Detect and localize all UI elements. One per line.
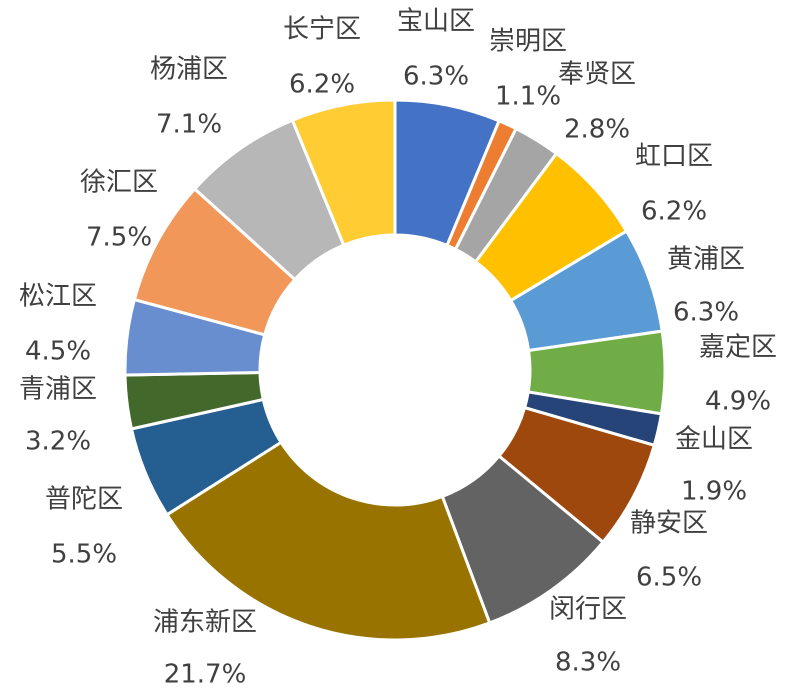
category-label: 虹口区 — [635, 142, 713, 172]
category-label: 松江区 — [19, 282, 97, 312]
category-label: 宝山区 — [397, 7, 475, 37]
value-label: 6.2% — [641, 197, 707, 227]
value-label: 6.3% — [403, 62, 469, 92]
category-label: 杨浦区 — [150, 55, 228, 85]
category-label: 普陀区 — [45, 485, 123, 515]
category-label: 浦东新区 — [153, 608, 257, 638]
value-label: 4.5% — [25, 337, 91, 367]
value-label: 8.3% — [555, 648, 621, 678]
category-label: 金山区 — [675, 425, 753, 455]
category-label: 黄浦区 — [667, 245, 745, 275]
category-label: 嘉定区 — [699, 333, 777, 363]
value-label: 6.2% — [289, 70, 355, 100]
value-label: 1.1% — [495, 82, 561, 112]
value-label: 7.1% — [156, 110, 222, 140]
value-label: 6.3% — [673, 298, 739, 328]
category-label: 闵行区 — [549, 595, 627, 625]
category-label: 长宁区 — [283, 15, 361, 45]
value-label: 4.9% — [705, 387, 771, 417]
value-label: 3.2% — [25, 427, 91, 457]
category-label: 奉贤区 — [558, 60, 636, 90]
donut-slice — [290, 98, 397, 248]
donut-slice — [164, 440, 492, 642]
value-label: 1.9% — [681, 477, 747, 507]
category-label: 静安区 — [630, 509, 708, 539]
category-label: 青浦区 — [19, 375, 97, 405]
value-label: 21.7% — [164, 660, 247, 689]
value-label: 6.5% — [636, 563, 702, 593]
value-label: 2.8% — [564, 115, 630, 145]
category-label: 徐汇区 — [80, 168, 158, 198]
value-label: 5.5% — [51, 540, 117, 570]
category-label: 崇明区 — [489, 27, 567, 57]
value-label: 7.5% — [86, 223, 152, 253]
